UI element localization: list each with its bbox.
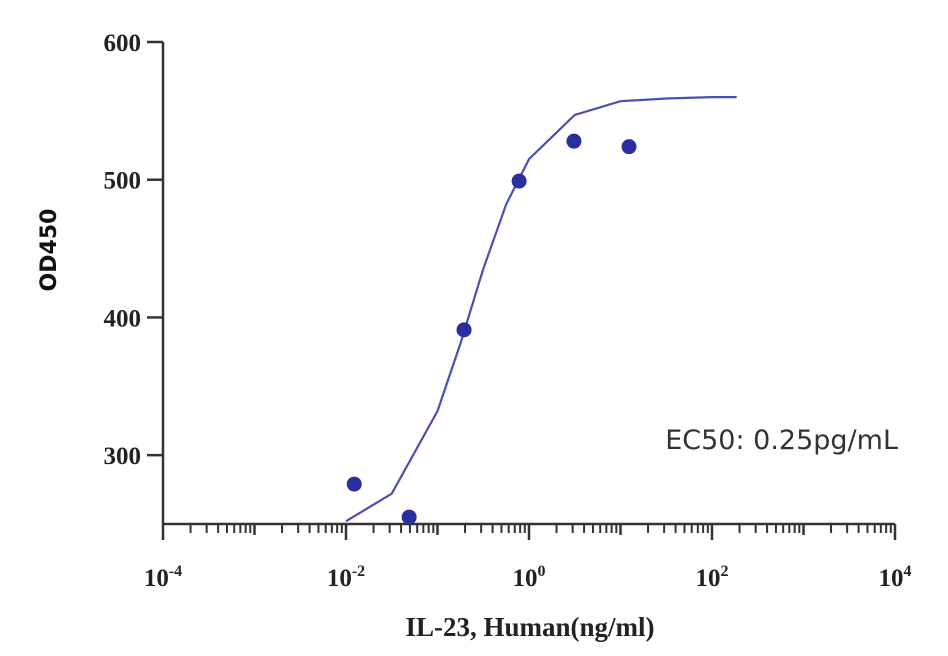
x-tick-labels: 10-4 10-2 100 102 104 [144,563,912,592]
data-point [401,509,417,525]
y-tick-label: 400 [104,305,142,332]
x-tick-label: 102 [696,563,729,592]
y-axis-label: OD450 [37,209,62,292]
y-tick-label: 300 [104,443,142,470]
axes [147,40,897,540]
fit-curve [345,96,737,523]
data-point [621,139,637,155]
data-points [346,133,637,525]
data-point [566,133,582,149]
ec50-annotation: EC50: 0.25pg/mL [665,425,898,456]
y-tick-label: 500 [104,168,142,195]
x-tick-label: 100 [513,563,546,592]
y-tick-label: 600 [104,30,142,57]
data-point [456,322,472,338]
x-tick-label: 10-2 [327,563,365,592]
x-axis-label: IL-23, Human(ng/ml) [405,612,654,642]
data-point [511,173,527,189]
x-tick-label: 104 [879,563,912,592]
y-tick-labels: 300 400 500 600 [104,30,142,470]
data-point [346,476,362,492]
x-tick-label: 10-4 [144,563,182,592]
